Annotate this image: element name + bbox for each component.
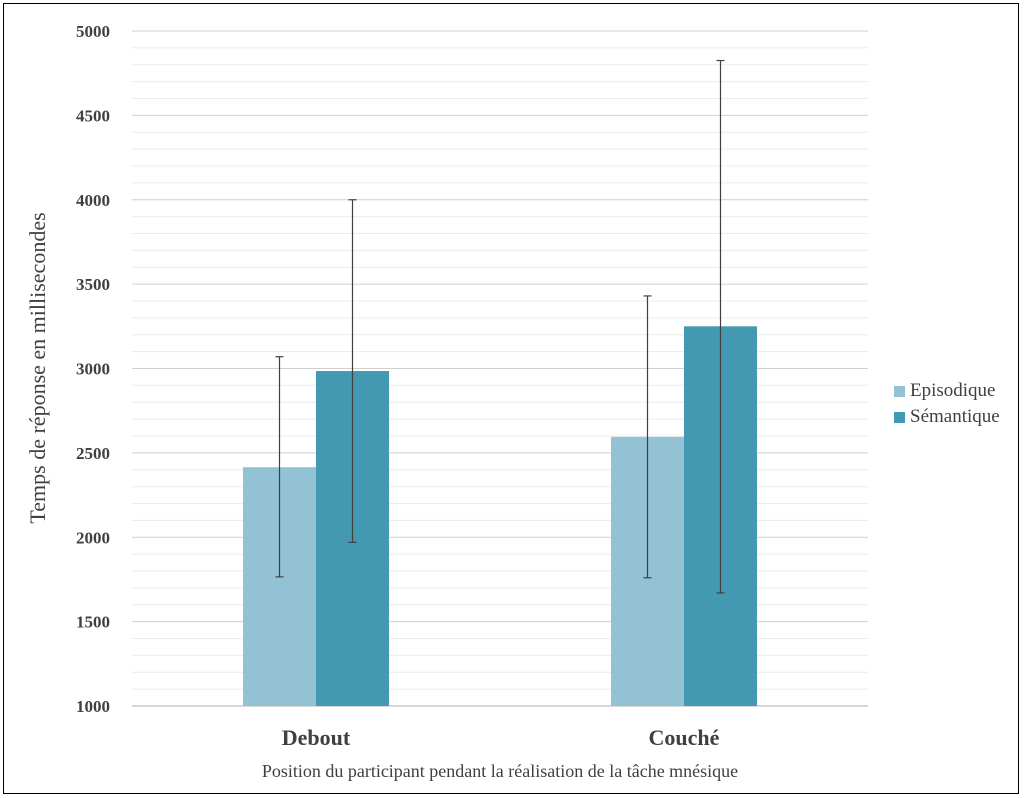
legend-label-semantique: Sémantique — [910, 406, 1000, 427]
y-tick-label: 1500 — [76, 613, 110, 632]
y-tick-label: 2500 — [76, 444, 110, 463]
x-category-label: Couché — [649, 725, 720, 750]
y-tick-label: 3000 — [76, 360, 110, 379]
bars — [243, 326, 757, 706]
y-tick-label: 3500 — [76, 275, 110, 294]
y-axis-ticks: 1000 1500 2000 2500 3000 3500 4000 4500 5000 — [76, 22, 110, 716]
y-tick-label: 4500 — [76, 106, 110, 125]
y-tick-label: 2000 — [76, 528, 110, 547]
legend: Episodique Sémantique — [894, 378, 1000, 430]
y-tick-label: 4000 — [76, 191, 110, 210]
x-axis-categories: Debout Couché — [282, 725, 720, 750]
x-category-label: Debout — [282, 725, 351, 750]
chart-frame — [3, 3, 1019, 794]
y-tick-label: 5000 — [76, 22, 110, 41]
x-axis-title: Position du participant pendant la réali… — [262, 761, 738, 781]
gridlines — [132, 30, 868, 707]
legend-item-episodique: Episodique — [894, 378, 1000, 404]
legend-label-episodique: Episodique — [910, 380, 996, 401]
legend-item-semantique: Sémantique — [894, 404, 1000, 430]
y-tick-label: 1000 — [76, 697, 110, 716]
y-axis-title: Temps de réponse en millisecondes — [25, 212, 50, 523]
legend-swatch-semantique — [894, 411, 905, 423]
legend-swatch-episodique — [894, 385, 905, 397]
error-bars — [275, 59, 725, 594]
